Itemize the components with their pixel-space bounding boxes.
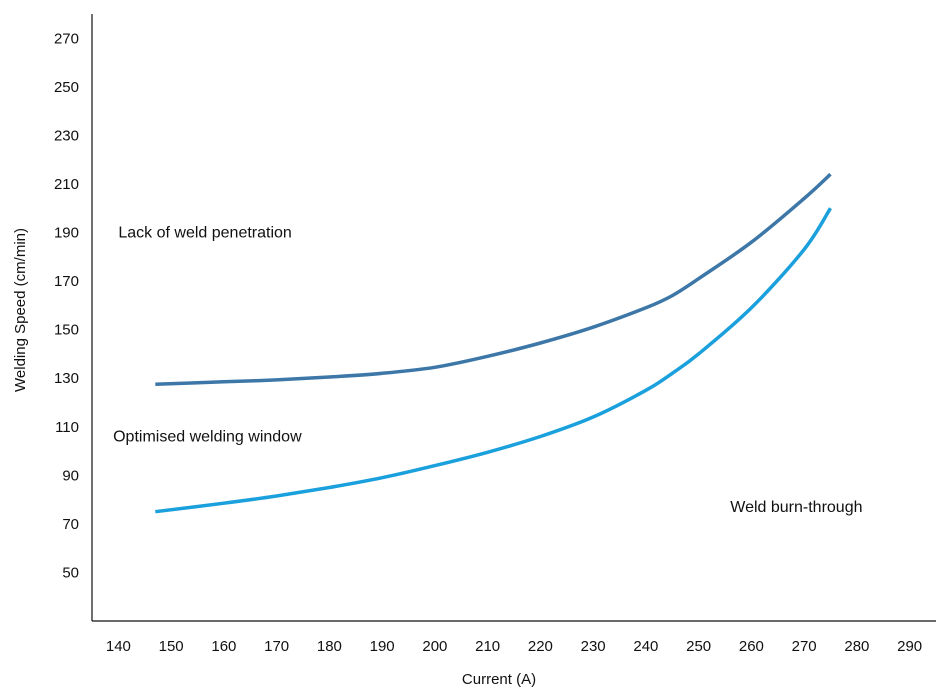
- y-tick-label-170: 170: [54, 273, 79, 290]
- y-tick-label-210: 210: [54, 176, 79, 193]
- x-tick-label-140: 140: [106, 638, 131, 655]
- y-tick-label-150: 150: [54, 322, 79, 339]
- x-tick-label-200: 200: [422, 638, 447, 655]
- series-lines: [155, 172, 832, 514]
- x-tick-label-180: 180: [317, 638, 342, 655]
- region-annotations: Lack of weld penetration Optimised weldin…: [113, 225, 862, 516]
- annotation-3: Weld burn-through: [730, 499, 862, 516]
- x-tick-label-210: 210: [475, 638, 500, 655]
- y-tick-label-90: 90: [62, 467, 79, 484]
- x-tick-label-220: 220: [528, 638, 553, 655]
- y-tick-label-130: 130: [54, 370, 79, 387]
- x-tick-label-230: 230: [581, 638, 606, 655]
- x-tick-label-280: 280: [844, 638, 869, 655]
- y-tick-label-250: 250: [54, 79, 79, 96]
- series-line-1: [155, 172, 832, 387]
- x-tick-label-160: 160: [211, 638, 236, 655]
- x-tick-labels: 140 150 160 170 180 190 200 210 220 230 240 250 260 2…: [106, 638, 922, 655]
- x-tick-label-170: 170: [264, 638, 289, 655]
- y-tick-label-190: 190: [54, 225, 79, 242]
- plot-axes: [91, 14, 936, 622]
- y-tick-label-70: 70: [62, 516, 79, 533]
- annotation-2: Optimised welding window: [113, 428, 302, 445]
- x-tick-label-290: 290: [897, 638, 922, 655]
- y-tick-labels: 50 70 90 110 130 150 170 190 210 230 250 270: [54, 30, 79, 581]
- y-axis-title: Welding Speed (cm/min): [12, 228, 29, 392]
- x-axis-title: Current (A): [462, 671, 536, 688]
- y-tick-label-230: 230: [54, 127, 79, 144]
- y-tick-label-50: 50: [62, 564, 79, 581]
- y-tick-label-110: 110: [55, 419, 79, 436]
- x-tick-label-270: 270: [792, 638, 817, 655]
- annotation-1: Lack of weld penetration: [118, 225, 291, 242]
- x-tick-label-250: 250: [686, 638, 711, 655]
- y-tick-label-270: 270: [54, 30, 79, 47]
- x-tick-label-150: 150: [159, 638, 184, 655]
- series-line-2: [155, 207, 832, 514]
- x-tick-label-260: 260: [739, 638, 764, 655]
- x-tick-label-190: 190: [370, 638, 395, 655]
- x-tick-label-240: 240: [633, 638, 658, 655]
